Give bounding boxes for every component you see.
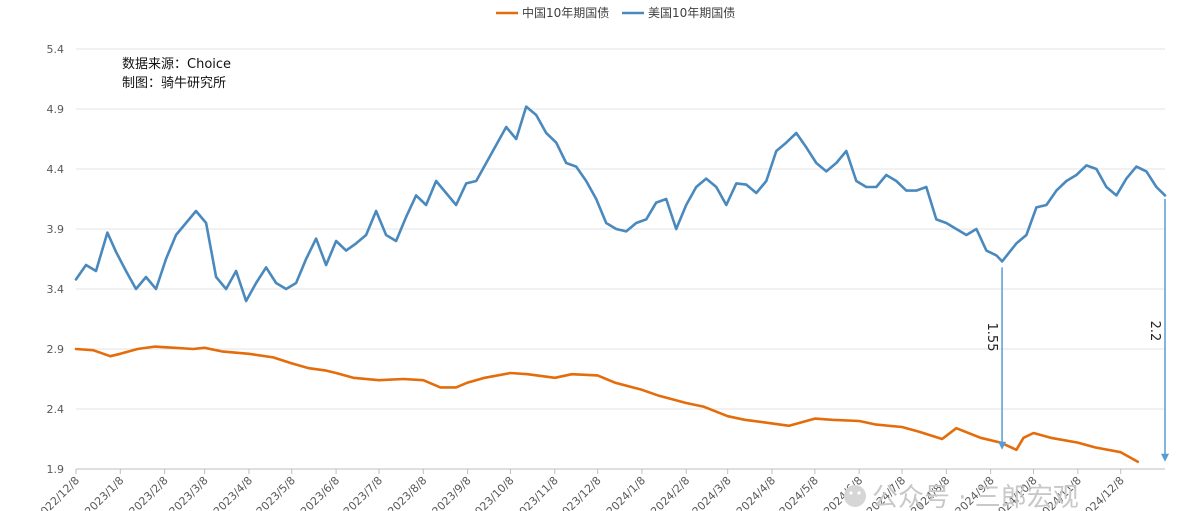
y-tick-label: 3.4 xyxy=(47,283,65,296)
legend-label-china: 中国10年期国债 xyxy=(522,5,609,20)
x-tick-label: 2023/9/8 xyxy=(430,474,474,511)
gridlines xyxy=(76,48,1165,470)
y-tick-label: 5.4 xyxy=(47,43,65,56)
annotation-arrowhead xyxy=(998,441,1007,450)
x-tick-label: 2024/12/8 xyxy=(1078,474,1127,511)
x-tick-label: 2024/2/8 xyxy=(648,474,692,511)
legend-item-us[interactable]: 美国10年期国债 xyxy=(622,6,735,20)
x-tick-label: 2024/1/8 xyxy=(604,474,648,511)
x-tick-label: 2023/6/8 xyxy=(298,474,342,511)
watermark-text: 公众号 · 三郎宏观 xyxy=(872,483,1079,511)
x-tick-label: 2024/5/8 xyxy=(777,474,821,511)
annotation-arrowhead xyxy=(1161,453,1169,462)
legend-item-china[interactable]: 中国10年期国债 xyxy=(496,5,609,20)
x-tick-label: 2023/1/8 xyxy=(82,474,126,511)
y-tick-label: 2.9 xyxy=(47,343,65,356)
wechat-icon-eye-left xyxy=(849,491,853,495)
y-tick-label: 2.4 xyxy=(47,403,65,416)
x-tick-label: 2023/8/8 xyxy=(385,474,429,511)
y-tick-label: 3.9 xyxy=(47,223,65,236)
series-line-us-10y xyxy=(74,105,1167,303)
x-tick-label: 2024/4/8 xyxy=(734,474,778,511)
annotation-label: 1.55 xyxy=(984,323,999,352)
x-tick-label: 2022/12/8 xyxy=(33,474,82,511)
annotations: 1.55 2.2 xyxy=(984,199,1169,462)
x-tick-label: 2024/3/8 xyxy=(690,474,734,511)
source-note: 数据来源：Choice xyxy=(122,57,231,72)
wechat-icon xyxy=(844,485,866,507)
y-axis-ticks: 1.9 2.4 2.9 3.4 3.9 4.4 4.9 5.4 xyxy=(47,43,65,476)
x-tick-label: 2023/7/8 xyxy=(341,474,385,511)
x-tick-label: 2023/10/8 xyxy=(468,474,517,511)
watermark: 公众号 · 三郎宏观 xyxy=(844,483,1079,511)
legend: 中国10年期国债 美国10年期国债 xyxy=(496,5,735,20)
x-tick-label: 2023/4/8 xyxy=(211,474,255,511)
annotation-label: 2.2 xyxy=(1147,321,1162,342)
series-lines xyxy=(74,105,1167,464)
series-line-china-10y xyxy=(74,345,1140,464)
legend-label-us: 美国10年期国债 xyxy=(648,6,735,20)
y-tick-label: 4.9 xyxy=(47,103,65,116)
chart-credit-note: 制图：骑牛研究所 xyxy=(122,76,226,91)
x-tick-label: 2023/12/8 xyxy=(555,474,604,511)
y-tick-label: 4.4 xyxy=(47,163,65,176)
wechat-icon-eye-right xyxy=(857,491,861,495)
x-tick-label: 2023/11/8 xyxy=(512,474,561,511)
x-tick-label: 2023/2/8 xyxy=(127,474,171,511)
y-tick-label: 1.9 xyxy=(47,463,65,476)
x-tick-label: 2023/5/8 xyxy=(254,474,298,511)
x-tick-label: 2023/3/8 xyxy=(167,474,211,511)
